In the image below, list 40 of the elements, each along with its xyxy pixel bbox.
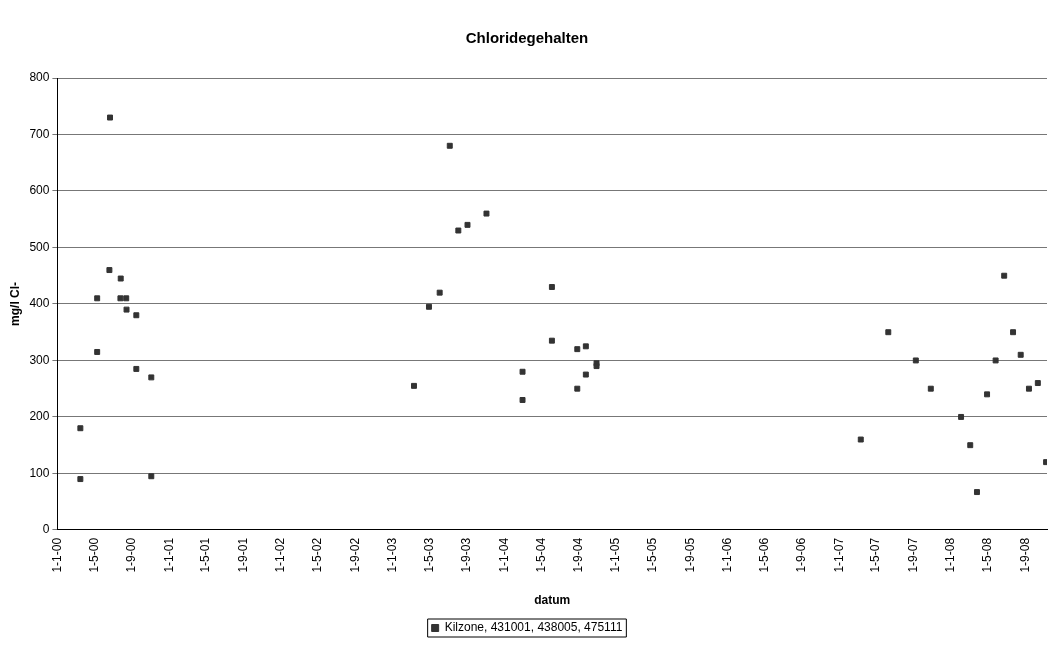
x-tick-label: 1-5-06 <box>756 537 771 573</box>
x-tick-label: 1-5-00 <box>86 537 101 573</box>
x-tick-label: 1-1-00 <box>49 537 64 573</box>
x-tick-label: 1-5-01 <box>198 537 213 573</box>
x-tick-label: 1-9-06 <box>794 537 809 573</box>
y-tick-label: 0 <box>42 522 50 537</box>
y-tick-label: 200 <box>29 409 50 424</box>
x-tick-label: 1-5-04 <box>533 537 548 573</box>
x-tick-label: 1-1-02 <box>273 537 288 573</box>
y-tick-label: 600 <box>29 183 50 198</box>
x-tick-label: 1-1-01 <box>161 537 176 573</box>
x-tick-label: 1-1-05 <box>608 537 623 573</box>
y-tick-label: 700 <box>29 126 50 141</box>
x-tick-label: 1-5-08 <box>980 537 995 573</box>
x-tick-label: 1-9-02 <box>347 537 362 573</box>
y-tick-label: 800 <box>29 70 50 85</box>
x-tick-label: 1-1-08 <box>943 537 958 573</box>
x-tick-label: 1-9-00 <box>124 537 139 573</box>
y-tick-label: 100 <box>29 465 50 480</box>
x-tick-label: 1-9-05 <box>682 537 697 573</box>
x-axis-title: datum <box>534 593 571 608</box>
x-tick-label: 1-5-07 <box>868 537 883 573</box>
x-tick-label: 1-9-03 <box>459 537 474 573</box>
x-tick-label: 1-1-06 <box>720 537 735 573</box>
x-tick-label: 1-9-04 <box>571 537 586 573</box>
y-axis-title: mg/l Cl- <box>7 281 22 326</box>
x-tick-label: 1-1-03 <box>384 537 399 573</box>
x-tick-label: 1-9-07 <box>905 537 920 573</box>
chart-title: Chloridegehalten <box>465 29 589 47</box>
y-tick-label: 300 <box>29 352 50 367</box>
x-tick-label: 1-1-07 <box>831 537 846 573</box>
x-tick-label: 1-5-02 <box>309 537 324 573</box>
legend-label: Kilzone, 431001, 438005, 475111 <box>444 620 623 635</box>
x-tick-label: 1-1-04 <box>496 537 511 573</box>
x-tick-label: 1-5-05 <box>645 537 660 573</box>
y-tick-label: 500 <box>29 239 50 254</box>
x-tick-label: 1-9-01 <box>235 537 250 573</box>
x-tick-label: 1-9-08 <box>1017 537 1032 573</box>
x-tick-label: 1-5-03 <box>421 537 436 573</box>
y-tick-label: 400 <box>29 296 50 311</box>
